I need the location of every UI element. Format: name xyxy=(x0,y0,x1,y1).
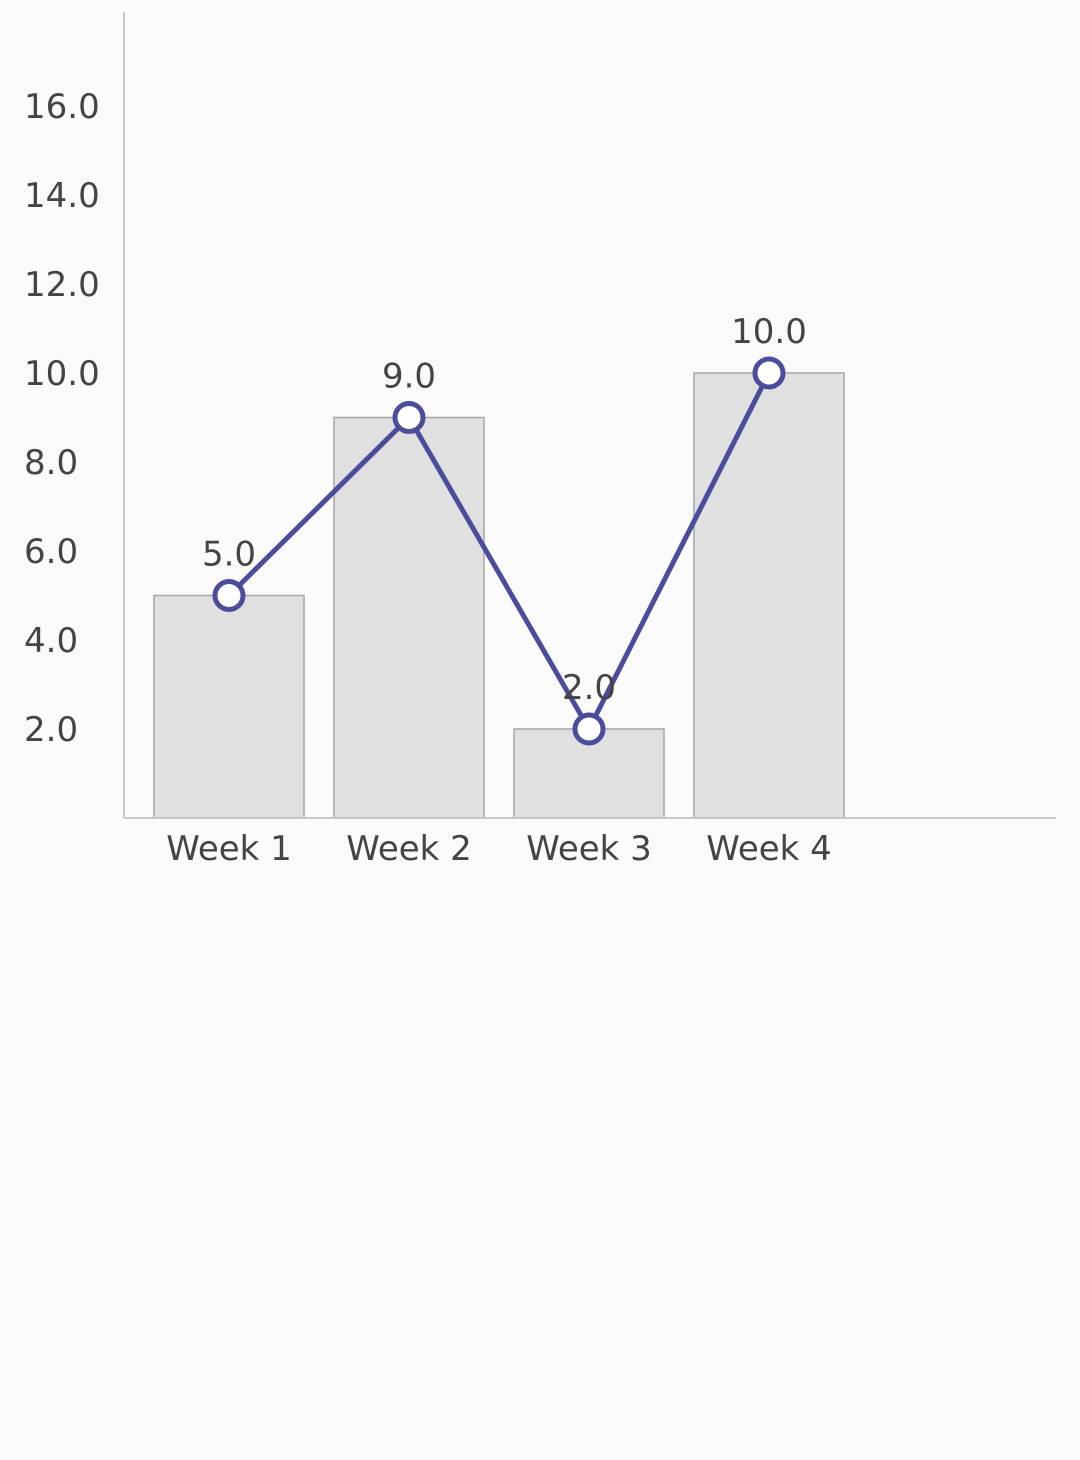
line-point-2 xyxy=(392,401,426,434)
y-tick-label: 6.0 xyxy=(24,532,78,572)
line-point-1 xyxy=(212,579,246,612)
x-category-label: Week 2 xyxy=(346,829,472,869)
y-tick-label: 14.0 xyxy=(24,176,100,216)
y-tick-label: 2.0 xyxy=(24,710,78,750)
bar-4 xyxy=(693,372,845,819)
bar-1 xyxy=(153,594,305,819)
data-label: 5.0 xyxy=(202,535,256,575)
bar-2 xyxy=(333,416,485,819)
data-label: 2.0 xyxy=(562,668,616,708)
axes-layer xyxy=(123,12,1056,819)
y-tick-label: 12.0 xyxy=(24,265,100,305)
data-labels-layer: 5.0 9.0 2.0 10.0 xyxy=(202,312,807,708)
line-point-3 xyxy=(572,712,606,746)
line-point-4 xyxy=(752,356,786,390)
y-tick-label: 16.0 xyxy=(24,87,100,127)
x-category-label: Week 1 xyxy=(166,829,292,869)
y-tick-label: 4.0 xyxy=(24,621,78,661)
bars-layer xyxy=(153,372,845,819)
y-ticks-layer: 2.0 4.0 6.0 8.0 10.0 12.0 14.0 16.0 xyxy=(24,87,100,750)
data-label: 9.0 xyxy=(382,357,436,397)
x-category-label: Week 4 xyxy=(706,829,832,869)
data-label: 10.0 xyxy=(731,312,807,352)
x-categories-layer: Week 1 Week 2 Week 3 Week 4 xyxy=(166,829,832,869)
line-series-layer xyxy=(212,356,786,746)
y-tick-label: 8.0 xyxy=(24,443,78,483)
line-series xyxy=(227,371,772,732)
y-tick-label: 10.0 xyxy=(24,354,100,394)
x-category-label: Week 3 xyxy=(526,829,652,869)
